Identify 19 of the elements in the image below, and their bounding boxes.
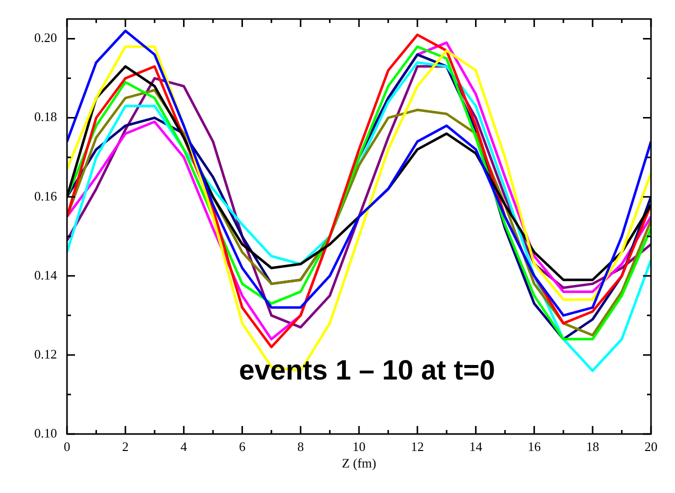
y-tick-label: 0.16 <box>34 188 58 204</box>
y-tick-label: 0.12 <box>34 346 57 362</box>
x-tick-label: 12 <box>410 439 424 454</box>
annotation: events 1 – 10 at t=0 <box>238 354 496 386</box>
y-tick-label: 0.18 <box>34 109 57 124</box>
x-tick-label: 0 <box>64 439 70 454</box>
x-tick-label: 8 <box>297 439 304 454</box>
x-tick-label: 16 <box>528 439 542 454</box>
x-tick-label: 10 <box>352 439 366 454</box>
y-tick-label: 0.10 <box>34 425 57 440</box>
x-tick-label: 14 <box>469 439 483 454</box>
x-tick-label: 2 <box>122 439 129 454</box>
y-tick-label: 0.14 <box>34 267 58 282</box>
y-tick-label: 0.20 <box>34 30 57 46</box>
x-tick-label: 4 <box>180 439 188 454</box>
x-tick-label: 6 <box>238 439 246 454</box>
x-tick-label: 18 <box>586 439 600 454</box>
x-tick-label: 20 <box>644 439 658 454</box>
x-axis-title: Z (fm) <box>342 456 376 471</box>
